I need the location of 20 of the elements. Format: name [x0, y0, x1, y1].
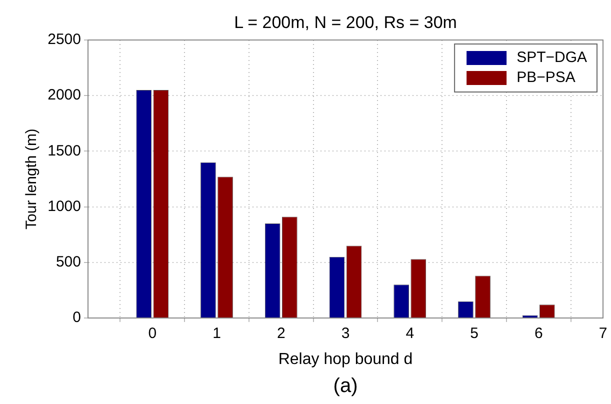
y-tick-label: 1000 [48, 198, 81, 215]
x-tick-label: 3 [341, 325, 350, 342]
chart-title: L = 200m, N = 200, Rs = 30m [234, 13, 457, 32]
y-tick-label: 1500 [48, 142, 81, 160]
x-tick-label: 4 [406, 325, 414, 342]
y-tick-label: 2000 [48, 86, 81, 104]
text: (a) [333, 375, 358, 397]
legend-label: SPT−DGA [516, 49, 587, 66]
x-axis-title: Relay hop bound d [278, 351, 413, 368]
y-axis-title: Tour length (m) [23, 128, 40, 230]
x-tick-label: 0 [148, 325, 157, 342]
x-tick-label: 5 [470, 325, 478, 342]
x-tick-label: 6 [534, 325, 543, 342]
y-tick-label: 2500 [48, 31, 81, 48]
x-tick-label: 7 [598, 325, 608, 342]
x-tick-label: 1 [212, 325, 221, 342]
y-tick-label: 500 [56, 254, 81, 271]
legend-label: PB−PSA [516, 69, 576, 86]
y-tick-label: 0 [72, 309, 81, 326]
x-tick-label: 2 [276, 325, 286, 342]
